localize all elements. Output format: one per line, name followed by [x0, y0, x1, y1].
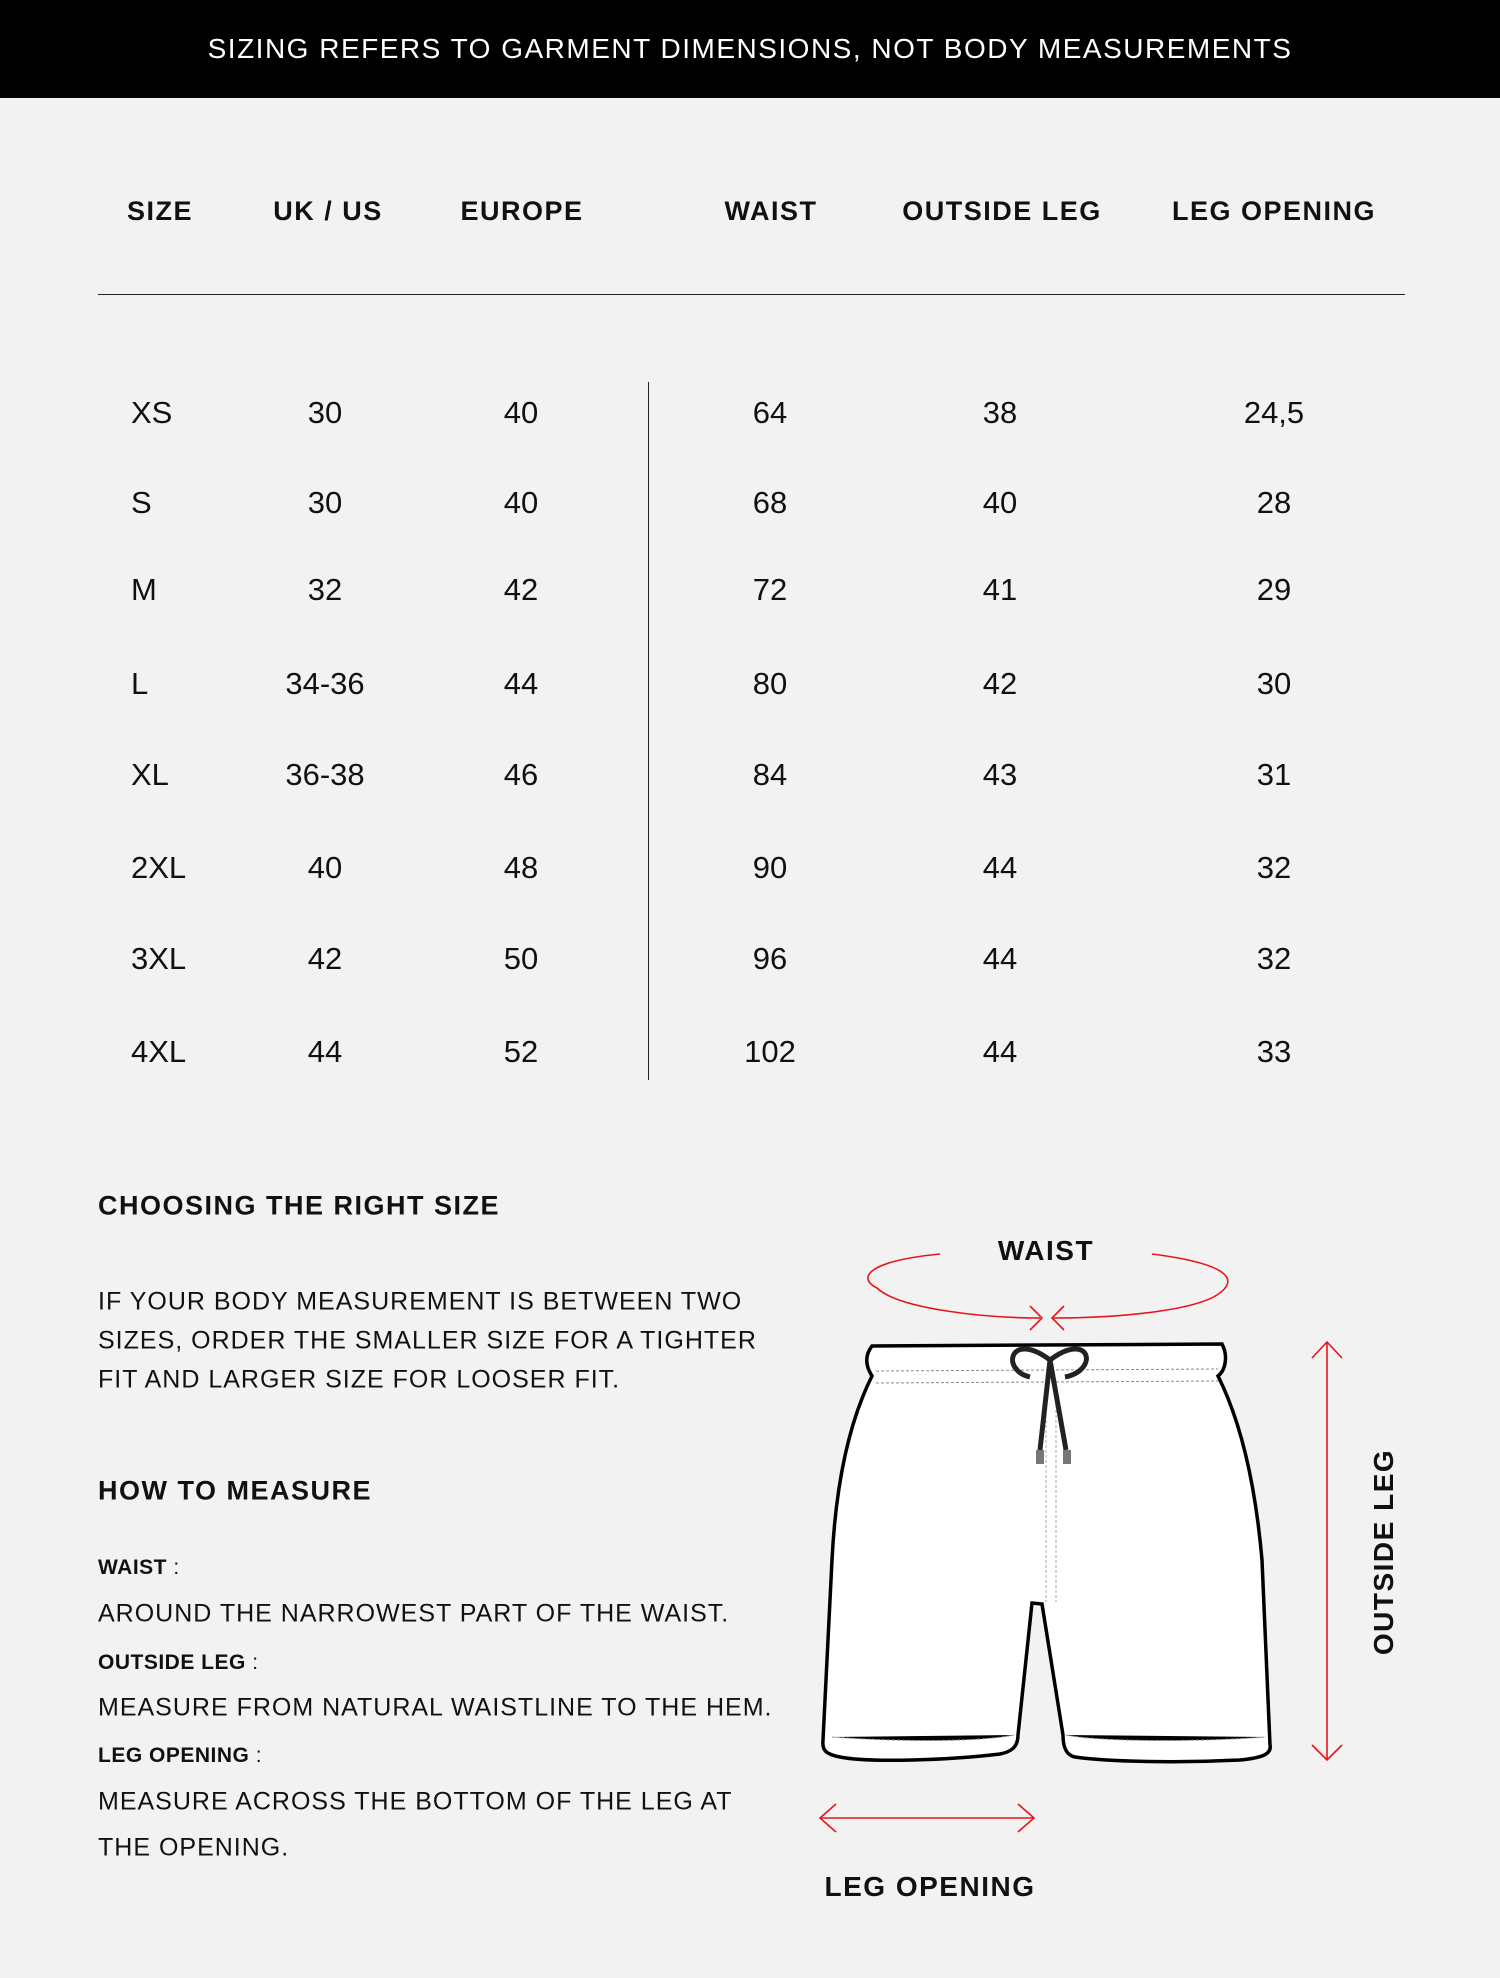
table-cell: 96 [752, 941, 788, 976]
waist-label: WAIST : [98, 1556, 180, 1580]
table-cell: 44 [982, 850, 1018, 885]
table-cell: 44 [982, 941, 1018, 976]
table-cell: 102 [744, 1034, 796, 1069]
choosing-title: CHOOSING THE RIGHT SIZE [98, 1190, 501, 1221]
size-cell: 3XL [131, 941, 187, 976]
table-cell: 32 [1256, 941, 1292, 976]
table-cell: 34-36 [285, 666, 365, 701]
table-cell: 38 [982, 395, 1018, 430]
table-cell: 72 [752, 572, 788, 607]
table-cell: 48 [503, 850, 539, 885]
column-divider [648, 382, 649, 1080]
size-cell: XL [131, 757, 169, 792]
size-cell: 4XL [131, 1034, 187, 1069]
waist-text: AROUND THE NARROWEST PART OF THE WAIST. [98, 1599, 730, 1628]
table-cell: 31 [1256, 757, 1292, 792]
waist-arrow-icon [867, 1253, 1229, 1331]
table-cell: 44 [503, 666, 539, 701]
table-cell: 40 [503, 395, 539, 430]
leg-opening-label: LEG OPENING : [98, 1744, 262, 1768]
size-cell: L [131, 666, 149, 701]
table-cell: 41 [982, 572, 1018, 607]
colon: : [167, 1556, 180, 1579]
table-cell: 52 [503, 1034, 539, 1069]
diagram-leg-opening-label: LEG OPENING [824, 1871, 1036, 1902]
outside-leg-label: OUTSIDE LEG : [98, 1651, 259, 1675]
table-cell: 30 [1256, 666, 1292, 701]
table-cell: 80 [752, 666, 788, 701]
table-cell: 28 [1256, 485, 1292, 520]
colon: : [245, 1651, 259, 1674]
table-cell: 24,5 [1243, 395, 1305, 430]
table-cell: 44 [307, 1034, 343, 1069]
outside-leg-label-text: OUTSIDE LEG [98, 1651, 246, 1674]
shorts-icon [821, 1342, 1272, 1764]
colon: : [249, 1744, 263, 1767]
table-cell: 30 [307, 395, 343, 430]
drawstring-tip [1036, 1450, 1044, 1464]
diagram-outside-leg-label: OUTSIDE LEG [1368, 1448, 1399, 1656]
table-cell: 90 [752, 850, 788, 885]
column-header: UK / US [273, 196, 383, 226]
header-divider [98, 294, 1405, 295]
table-cell: 84 [752, 757, 788, 792]
outside-leg-arrow-icon [1311, 1340, 1343, 1762]
size-cell: 2XL [131, 850, 187, 885]
size-cell: XS [131, 395, 173, 430]
table-cell: 42 [307, 941, 343, 976]
sizing-banner: SIZING REFERS TO GARMENT DIMENSIONS, NOT… [0, 0, 1500, 98]
how-to-measure-title: HOW TO MEASURE [98, 1475, 373, 1506]
table-cell: 30 [307, 485, 343, 520]
table-cell: 43 [982, 757, 1018, 792]
waist-label-text: WAIST [98, 1556, 167, 1579]
size-cell: M [131, 572, 157, 607]
table-cell: 68 [752, 485, 788, 520]
table-cell: 64 [752, 395, 788, 430]
leg-opening-label-text: LEG OPENING [98, 1744, 250, 1767]
outside-leg-text: MEASURE FROM NATURAL WAISTLINE TO THE HE… [98, 1693, 773, 1722]
column-header: EUROPE [460, 196, 584, 226]
table-cell: 44 [982, 1034, 1018, 1069]
column-header: SIZE [126, 196, 194, 226]
table-cell: 32 [1256, 850, 1292, 885]
choosing-line: FIT AND LARGER SIZE FOR LOOSER FIT. [98, 1365, 621, 1394]
diagram-waist-label: WAIST [997, 1235, 1095, 1266]
table-cell: 29 [1256, 572, 1292, 607]
choosing-line: IF YOUR BODY MEASUREMENT IS BETWEEN TWO [98, 1287, 743, 1316]
table-cell: 32 [307, 572, 343, 607]
leg-opening-text: MEASURE ACROSS THE BOTTOM OF THE LEG AT [98, 1787, 733, 1816]
leg-opening-text: THE OPENING. [98, 1833, 290, 1862]
column-header: LEG OPENING [1171, 196, 1377, 226]
leg-opening-arrow-icon [818, 1803, 1036, 1833]
table-cell: 36-38 [285, 757, 365, 792]
column-header: OUTSIDE LEG [902, 196, 1102, 226]
table-cell: 40 [503, 485, 539, 520]
table-cell: 42 [503, 572, 539, 607]
size-cell: S [131, 485, 152, 520]
drawstring-tip [1063, 1450, 1071, 1464]
table-cell: 40 [307, 850, 343, 885]
table-cell: 33 [1256, 1034, 1292, 1069]
table-cell: 46 [503, 757, 539, 792]
table-cell: 42 [982, 666, 1018, 701]
column-header: WAIST [724, 196, 818, 226]
choosing-line: SIZES, ORDER THE SMALLER SIZE FOR A TIGH… [98, 1326, 757, 1355]
table-cell: 40 [982, 485, 1018, 520]
table-cell: 50 [503, 941, 539, 976]
